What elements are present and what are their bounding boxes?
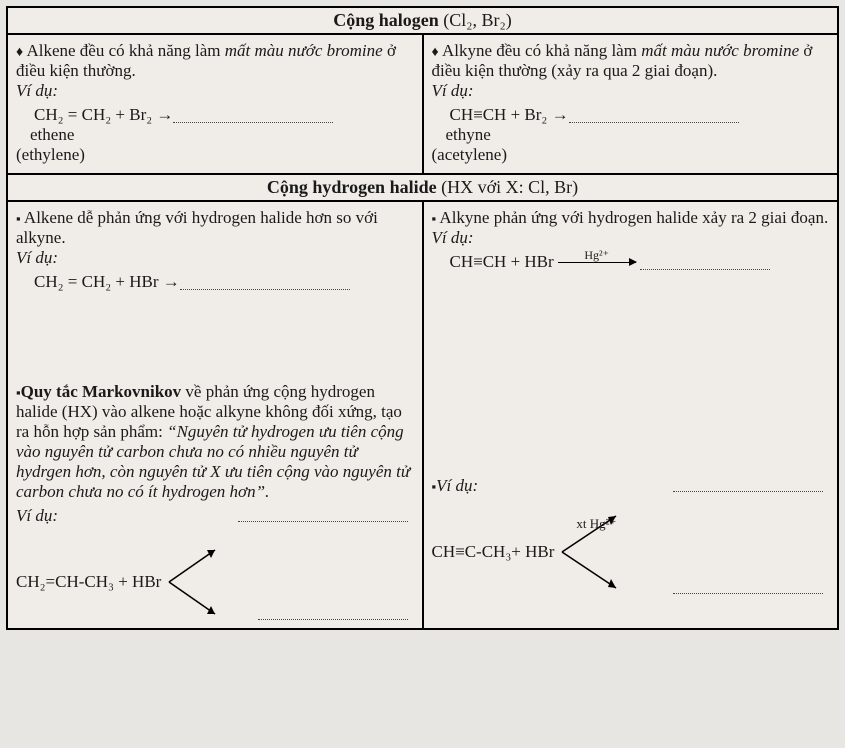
s1r-vd: Ví dụ: — [432, 81, 830, 101]
spacer — [432, 272, 830, 472]
s1r-t2: mất màu nước bromine — [641, 41, 799, 60]
s2l-vd: Ví dụ: — [16, 248, 414, 268]
section1-formula: (Cl₂, Br₂) — [439, 10, 512, 30]
dotted-blank — [640, 254, 770, 270]
s1r-eq-left: CH≡CH + Br₂ → — [450, 105, 569, 125]
section2-formula: (HX với X: Cl, Br) — [437, 177, 579, 197]
dotted-blank — [180, 274, 350, 290]
s2r-t1: Alkyne phản ứng với hydrogen halide xảy … — [439, 208, 828, 227]
section1-title: Cộng halogen — [333, 10, 439, 30]
s2r-vd: Ví dụ: — [432, 228, 830, 248]
section1-header: Cộng halogen (Cl₂, Br₂) — [8, 8, 837, 35]
catalyst-label: Hg²⁺ — [558, 248, 636, 263]
s2l-t1: Alkene dễ phản ứng với hydrogen halide h… — [16, 208, 378, 247]
s1l-vd: Ví dụ: — [16, 81, 414, 101]
s1r-text: Alkyne đều có khả năng làm mất màu nước … — [432, 41, 830, 81]
s1l-name2: (ethylene) — [16, 145, 414, 165]
section2-header: Cộng hydrogen halide (HX với X: Cl, Br) — [8, 175, 837, 202]
s1r-eq: CH≡CH + Br₂ → — [450, 105, 830, 125]
catalyst-label: xt Hg²⁺ — [576, 516, 616, 532]
branch-arrow-icon — [165, 544, 221, 620]
spacer — [16, 292, 414, 382]
s1l-eq: CH₂ = CH₂ + Br₂ → — [34, 105, 414, 125]
section2-row: Alkene dễ phản ứng với hydrogen halide h… — [8, 202, 837, 628]
s2l-rule-b: Quy tắc Markovnikov — [21, 382, 182, 401]
spacer — [432, 594, 830, 610]
section2-left-cell: Alkene dễ phản ứng với hydrogen halide h… — [8, 202, 424, 628]
section2-title: Cộng hydrogen halide — [267, 177, 437, 197]
dotted-blank — [673, 476, 823, 492]
section2-right-cell: Alkyne phản ứng với hydrogen halide xảy … — [424, 202, 838, 628]
s2l-eq-left: CH₂ = CH₂ + HBr → — [34, 272, 180, 292]
dotted-blank — [673, 578, 823, 594]
comparison-table: Cộng halogen (Cl₂, Br₂) Alkene đều có kh… — [6, 6, 839, 630]
s1r-name1: ethyne — [446, 125, 830, 145]
section1-right-cell: Alkyne đều có khả năng làm mất màu nước … — [424, 35, 838, 173]
s2r-eq-left: CH≡CH + HBr — [450, 252, 554, 272]
s1r-t1: Alkyne đều có khả năng làm — [442, 41, 641, 60]
s2l-eq2: CH₂=CH-CH₃ + HBr — [16, 544, 414, 620]
s2r-eq: CH≡CH + HBr Hg²⁺ — [450, 252, 830, 272]
s1l-eq-left: CH₂ = CH₂ + Br₂ → — [34, 105, 173, 125]
s2r-eq2: CH≡C-CH₃+ HBr xt Hg²⁺ — [432, 510, 830, 594]
section1-row: Alkene đều có khả năng làm mất màu nước … — [8, 35, 837, 175]
section1-left-cell: Alkene đều có khả năng làm mất màu nước … — [8, 35, 424, 173]
s2l-eq2-formula: CH₂=CH-CH₃ + HBr — [16, 572, 161, 592]
s2l-vd2-row: Ví dụ: — [16, 506, 414, 526]
s2l-vd2: Ví dụ: — [16, 506, 58, 526]
s1l-name1: ethene — [30, 125, 414, 145]
s2l-text: Alkene dễ phản ứng với hydrogen halide h… — [16, 208, 414, 248]
dotted-blank — [173, 107, 333, 123]
s1l-t1: Alkene đều có khả năng làm — [26, 41, 224, 60]
s2l-eq: CH₂ = CH₂ + HBr → — [34, 272, 414, 292]
reaction-arrow-icon: Hg²⁺ — [558, 262, 636, 263]
s2r-vd2: Ví dụ: — [436, 476, 478, 496]
dotted-blank — [569, 107, 739, 123]
dotted-blank — [258, 604, 408, 620]
s1l-t2: mất màu nước bromine — [225, 41, 383, 60]
s1r-name2: (acetylene) — [432, 145, 830, 165]
s2r-eq2-formula: CH≡C-CH₃+ HBr — [432, 542, 555, 562]
branch-arrow-icon: xt Hg²⁺ — [558, 510, 624, 594]
s2r-vd2-row: Ví dụ: — [432, 476, 830, 496]
dotted-blank — [238, 506, 408, 522]
s2r-text: Alkyne phản ứng với hydrogen halide xảy … — [432, 208, 830, 228]
s1l-text: Alkene đều có khả năng làm mất màu nước … — [16, 41, 414, 81]
s2l-rule: Quy tắc Markovnikov về phản ứng cộng hyd… — [16, 382, 414, 502]
